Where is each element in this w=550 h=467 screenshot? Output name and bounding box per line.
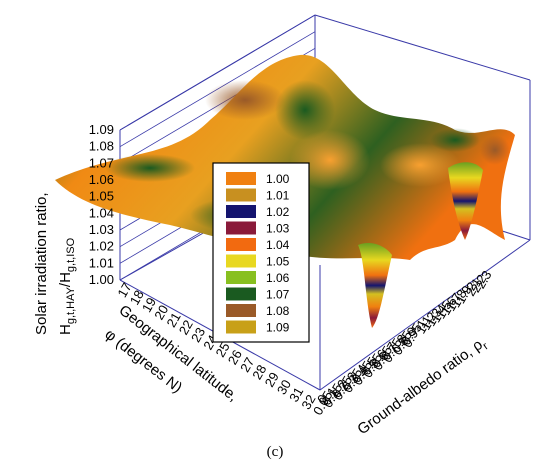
legend-swatch — [226, 205, 256, 218]
z-tick-label: 1.00 — [89, 272, 114, 287]
x-tick-label: 28 — [249, 362, 269, 382]
x-tick-label: 23 — [188, 325, 208, 345]
x-tick-label: 26 — [225, 347, 245, 367]
x-tick-label: 30 — [274, 377, 294, 397]
z-axis-title-formula: Hg,t,HAY/Hg,t,ISO — [57, 237, 77, 335]
surface-patch — [380, 143, 460, 187]
box-edge — [314, 14, 531, 81]
z-tick-label: 1.02 — [89, 239, 114, 254]
x-tick-label: 22 — [176, 317, 196, 337]
box-edge — [319, 239, 531, 391]
legend-swatch — [226, 238, 256, 251]
x-tick-label: 25 — [212, 340, 232, 360]
z-gridline — [119, 14, 316, 131]
x-tick-label: 32 — [298, 392, 318, 412]
surface-patch — [105, 154, 195, 182]
x-tick-label: 29 — [262, 370, 282, 390]
z-tick-label: 1.06 — [89, 172, 114, 187]
z-tick-label: 1.01 — [89, 255, 114, 270]
surface-main — [55, 54, 515, 261]
x-tick-label: 20 — [151, 302, 171, 322]
legend: 1.00 1.01 1.02 1.03 1.04 1.05 1.06 1.07 1.08 1.09 — [212, 162, 310, 343]
legend-label: 1.03 — [266, 222, 290, 236]
surface-patch — [480, 135, 510, 165]
x-tick-label: 18 — [127, 288, 147, 308]
z-tick-label: 1.04 — [89, 205, 114, 220]
x-tick-label: 21 — [163, 310, 183, 330]
legend-label: 1.05 — [266, 255, 290, 269]
x-tick-label: 19 — [139, 295, 159, 315]
surface-spike — [358, 243, 392, 328]
x-tick-label: 17 — [114, 280, 134, 300]
x-tick-label: 31 — [286, 385, 306, 405]
legend-label: 1.04 — [266, 238, 290, 252]
surface-patch — [290, 130, 370, 190]
legend-label: 1.08 — [266, 304, 290, 318]
surface-spike — [448, 162, 483, 240]
z-axis-title-line1: Solar irradiation ratio, — [33, 192, 50, 335]
z-tick-label: 1.07 — [89, 155, 114, 170]
panel-label: (c) — [267, 444, 284, 460]
x-tick-label: 27 — [237, 355, 257, 375]
legend-label: 1.02 — [266, 205, 290, 219]
surface-patch — [205, 80, 285, 120]
legend-swatch — [226, 172, 256, 185]
legend-label: 1.01 — [266, 189, 290, 203]
surface-patch — [275, 80, 335, 140]
legend-label: 1.09 — [266, 321, 290, 335]
z-tick-labels: 1.00 1.011.02 1.03 1.041.05 1.06 1.071.08 1.09 — [89, 122, 114, 287]
legend-swatch — [226, 254, 256, 268]
z-tick-label: 1.05 — [89, 189, 114, 204]
z-tick-label: 1.03 — [89, 222, 114, 237]
z-axis-title: Solar irradiation ratio, — [33, 192, 50, 335]
z-tick-label: 1.09 — [89, 122, 114, 137]
legend-label: 1.07 — [266, 288, 290, 302]
surface-patch — [430, 128, 480, 152]
legend-swatch — [226, 188, 256, 202]
z-tick-label: 1.08 — [89, 139, 114, 154]
legend-label: 1.06 — [266, 271, 290, 285]
legend-swatch — [226, 271, 256, 284]
legend-swatch — [226, 304, 256, 317]
legend-swatch — [226, 221, 256, 235]
legend-label: 1.00 — [266, 172, 290, 186]
legend-swatch — [226, 287, 256, 301]
legend-swatch — [226, 320, 256, 334]
